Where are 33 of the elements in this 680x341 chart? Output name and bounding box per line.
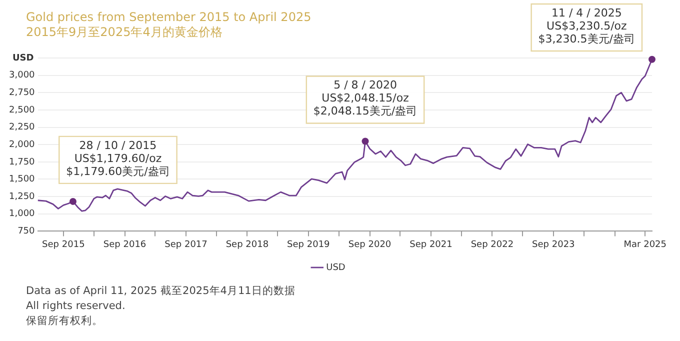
y-tick-label: 1,500 xyxy=(9,174,36,185)
x-tick-label: Sep 2015 xyxy=(42,240,85,250)
x-tick-label: Sep 2018 xyxy=(226,240,269,250)
y-tick-label: 1,750 xyxy=(9,157,36,168)
chart-title: Gold prices from September 2015 to April 2025 xyxy=(26,10,312,25)
point xyxy=(362,138,369,145)
x-tick-label: Sep 2016 xyxy=(103,240,146,250)
text: All rights reserved. xyxy=(26,299,126,314)
annotation: 11 / 4 / 2025 US$3,230.5/oz $3,230.5美元/盎司 xyxy=(538,6,636,46)
x-tick-label: Sep 2019 xyxy=(287,240,330,250)
y-tick-label: 2,500 xyxy=(9,105,36,116)
text: 保留所有权利。 xyxy=(26,314,104,329)
y-tick-label: 750 xyxy=(18,226,36,237)
y-axis-title: USD xyxy=(12,53,34,64)
x-tick-label: Sep 2023 xyxy=(532,240,575,250)
annotation: 28 / 10 / 2015 US$1,179.60/oz $1,179.60美元/盎司 xyxy=(66,138,170,178)
x-tick-label: Sep 2020 xyxy=(348,240,392,250)
point xyxy=(648,56,656,63)
point xyxy=(69,198,76,205)
x-tick-label: Sep 2017 xyxy=(164,240,208,250)
x-tick-label: Mar 2025 xyxy=(624,240,666,250)
y-tick-label: 3,000 xyxy=(9,70,36,81)
x-tick-label: Sep 2021 xyxy=(410,240,452,250)
y-tick-label: 1,250 xyxy=(9,192,36,202)
y-tick-label: 2,250 xyxy=(9,122,36,133)
text: Data as of April 11, 2025 截至2025年4月11日的数据 xyxy=(26,284,296,299)
y-tick-label: 2,750 xyxy=(9,88,36,98)
annotation: 5 / 8 / 2020 US$2,048.15/oz $2,048.15美元/盎司 xyxy=(313,78,418,118)
x-tick-label: Sep 2022 xyxy=(470,240,514,250)
y-tick-label: 2,000 xyxy=(9,140,36,150)
y-tick-label: 1,000 xyxy=(9,209,36,220)
chart-subtitle: 2015年9月至2025年4月的黄金价格 xyxy=(26,25,224,40)
legend-label: USD xyxy=(326,262,346,273)
